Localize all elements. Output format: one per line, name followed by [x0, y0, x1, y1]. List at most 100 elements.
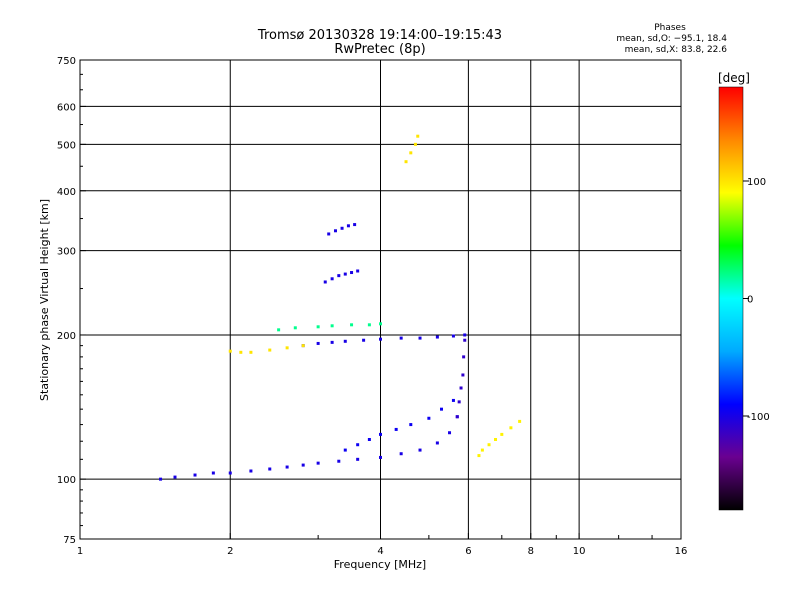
- x-tick-label: 4: [377, 546, 383, 557]
- data-point: [301, 344, 305, 348]
- data-point: [379, 432, 382, 436]
- data-point: [367, 323, 371, 327]
- data-point: [409, 151, 413, 155]
- data-point: [350, 271, 354, 275]
- data-point: [409, 423, 413, 427]
- y-axis-label: Stationary phase Virtual Height [km]: [38, 199, 51, 401]
- data-point: [173, 475, 177, 479]
- data-point: [277, 328, 281, 332]
- data-point: [362, 338, 366, 342]
- data-point: [353, 223, 357, 227]
- data-point: [463, 333, 467, 337]
- data-point: [404, 160, 408, 164]
- data-point: [427, 416, 431, 420]
- data-point: [500, 432, 504, 436]
- data-point: [435, 441, 439, 445]
- data-point: [379, 455, 382, 459]
- data-point: [340, 226, 344, 230]
- data-point: [463, 338, 467, 342]
- chart-title: Tromsø 20130328 19:14:00–19:15:43: [257, 28, 503, 43]
- data-point: [518, 419, 522, 423]
- data-point: [330, 277, 334, 281]
- data-point: [480, 448, 484, 452]
- data-point: [301, 463, 305, 467]
- data-point: [337, 274, 341, 278]
- y-tick-label: 600: [57, 102, 76, 113]
- data-point: [418, 448, 422, 452]
- data-point: [367, 438, 371, 442]
- data-point: [249, 350, 253, 354]
- data-point: [343, 339, 347, 343]
- data-point: [346, 224, 350, 228]
- phases-heading: Phases: [654, 23, 686, 33]
- y-axis-ticks: 75 100 200 300 400 500 600 750: [57, 56, 86, 546]
- data-point: [477, 454, 481, 458]
- data-point: [343, 272, 347, 276]
- data-point: [316, 325, 320, 329]
- data-point: [459, 386, 463, 390]
- data-point: [356, 443, 360, 447]
- data-point: [285, 465, 289, 469]
- data-point: [293, 326, 297, 330]
- data-point: [457, 400, 461, 404]
- data-point: [462, 355, 466, 359]
- data-point: [413, 142, 417, 146]
- data-point: [268, 467, 272, 471]
- phases-x-mode: mean, sd,X: 83.8, 22.6: [624, 45, 727, 55]
- phases-o-mode: mean, sd,O: −95.1, 18.4: [616, 34, 727, 44]
- colorbar-label: [deg]: [718, 71, 750, 85]
- data-point: [323, 280, 327, 284]
- data-point: [379, 337, 382, 341]
- data-point: [440, 407, 444, 411]
- colorbar-tick-label: 100: [747, 177, 766, 188]
- x-tick-label: 1: [77, 546, 83, 557]
- data-point: [193, 473, 197, 477]
- data-point: [333, 229, 337, 233]
- grid: [80, 60, 681, 539]
- x-tick-label: 6: [465, 546, 471, 557]
- data-point: [159, 477, 163, 481]
- y-tick-label: 100: [57, 475, 76, 486]
- data-point: [330, 340, 334, 344]
- colorbar-ticks: 100 0 -100: [743, 177, 770, 423]
- data-point: [451, 398, 455, 402]
- data-point: [228, 349, 232, 353]
- data-point: [509, 426, 513, 430]
- colorbar-tick-label: 0: [747, 295, 753, 306]
- data-point: [239, 350, 243, 354]
- data-point: [343, 448, 347, 452]
- data-point: [268, 348, 272, 352]
- data-point: [228, 471, 232, 475]
- x-tick-label: 10: [573, 546, 586, 557]
- data-point: [379, 322, 382, 326]
- data-point: [418, 336, 422, 340]
- data-point: [316, 461, 320, 465]
- data-point: [487, 443, 491, 447]
- x-tick-label: 16: [675, 546, 688, 557]
- data-point: [399, 452, 403, 456]
- colorbar-tick-label: -100: [747, 412, 770, 423]
- data-point: [356, 457, 360, 461]
- data-point: [330, 324, 334, 328]
- y-tick-label: 750: [57, 56, 76, 67]
- y-tick-label: 200: [57, 331, 76, 342]
- data-point: [350, 323, 354, 327]
- data-point: [356, 269, 360, 273]
- y-tick-label: 500: [57, 140, 76, 151]
- data-point: [327, 232, 331, 236]
- x-axis-ticks: 1 2 4 6 8 10 16: [77, 533, 688, 557]
- y-tick-label: 75: [63, 535, 76, 546]
- data-point: [416, 134, 420, 138]
- data-point: [494, 438, 498, 442]
- data-point: [394, 427, 398, 431]
- x-tick-label: 8: [528, 546, 534, 557]
- chart-subtitle: RwPretec (8p): [334, 42, 426, 57]
- data-point: [249, 469, 253, 473]
- data-point: [399, 336, 403, 340]
- data-point: [461, 373, 465, 377]
- data-point: [455, 415, 459, 419]
- data-points: [159, 134, 522, 481]
- data-point: [211, 471, 215, 475]
- data-point: [316, 341, 320, 345]
